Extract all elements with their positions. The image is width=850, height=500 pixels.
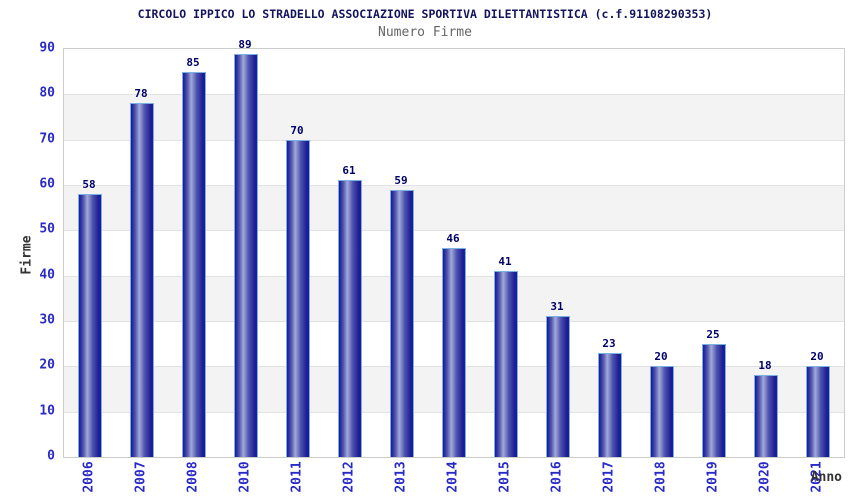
chart-subtitle: Numero Firme [378,25,472,40]
y-tick-label: 70 [39,131,55,147]
bar-value-label: 18 [758,359,772,372]
bar-2014 [442,248,466,457]
x-tick-label: 2017 [601,461,617,493]
bar-value-label: 85 [186,56,200,69]
bar-value-label: 41 [498,255,512,268]
bar-2007 [130,103,154,457]
bar-value-label: 31 [550,300,564,313]
y-tick-label: 20 [39,357,55,373]
x-tick-label: 2016 [549,461,565,493]
plot-band [64,94,844,140]
gridline [64,94,844,96]
bar-2006 [78,194,102,457]
y-tick-label: 30 [39,312,55,328]
x-tick-label: 2012 [341,461,357,493]
bar-2008 [182,72,206,457]
bar-value-label: 46 [446,232,460,245]
bar-2011 [286,140,310,457]
x-tick-label: 2014 [445,461,461,493]
bar-2015 [494,271,518,457]
x-tick-label: 2019 [705,461,721,493]
x-tick-label: 2007 [133,461,149,493]
bar-2021 [806,366,830,457]
bar-2016 [546,316,570,457]
bar-2020 [754,375,778,457]
y-tick-label: 50 [39,221,55,237]
x-tick-label: 2015 [497,461,513,493]
y-tick-label: 80 [39,85,55,101]
gridline [64,139,844,141]
y-tick-label: 0 [47,448,55,464]
x-tick-label: 2006 [81,461,97,493]
x-tick-label: 2011 [289,461,305,493]
gridline [64,185,844,186]
bar-value-label: 59 [394,174,408,187]
bar-2013 [390,190,414,457]
bar-value-label: 25 [706,328,720,341]
bar-value-label: 20 [654,350,668,363]
x-tick-label: 2018 [653,461,669,493]
bar-value-label: 78 [134,87,148,100]
y-tick-label: 10 [39,403,55,419]
bar-value-label: 61 [342,164,356,177]
x-tick-label: 2008 [185,461,201,493]
plot-band [64,185,844,231]
x-tick-label: 2010 [237,461,253,493]
bar-2017 [598,353,622,457]
bar-2010 [234,54,258,457]
chart-title: CIRCOLO IPPICO LO STRADELLO ASSOCIAZIONE… [137,7,713,21]
x-axis-title: Anno [810,470,842,485]
y-tick-label: 90 [39,40,55,56]
bar-value-label: 58 [82,178,96,191]
gridline [64,230,844,232]
bar-2012 [338,180,362,457]
y-tick-label: 40 [39,267,55,283]
bar-value-label: 70 [290,124,304,137]
plot-area [63,48,845,458]
y-tick-label: 60 [39,176,55,192]
x-tick-label: 2020 [757,461,773,493]
bar-value-label: 20 [810,350,824,363]
bar-value-label: 89 [238,38,252,51]
bar-value-label: 23 [602,337,616,350]
bar-2018 [650,366,674,457]
x-tick-label: 2013 [393,461,409,493]
bar-2019 [702,344,726,457]
